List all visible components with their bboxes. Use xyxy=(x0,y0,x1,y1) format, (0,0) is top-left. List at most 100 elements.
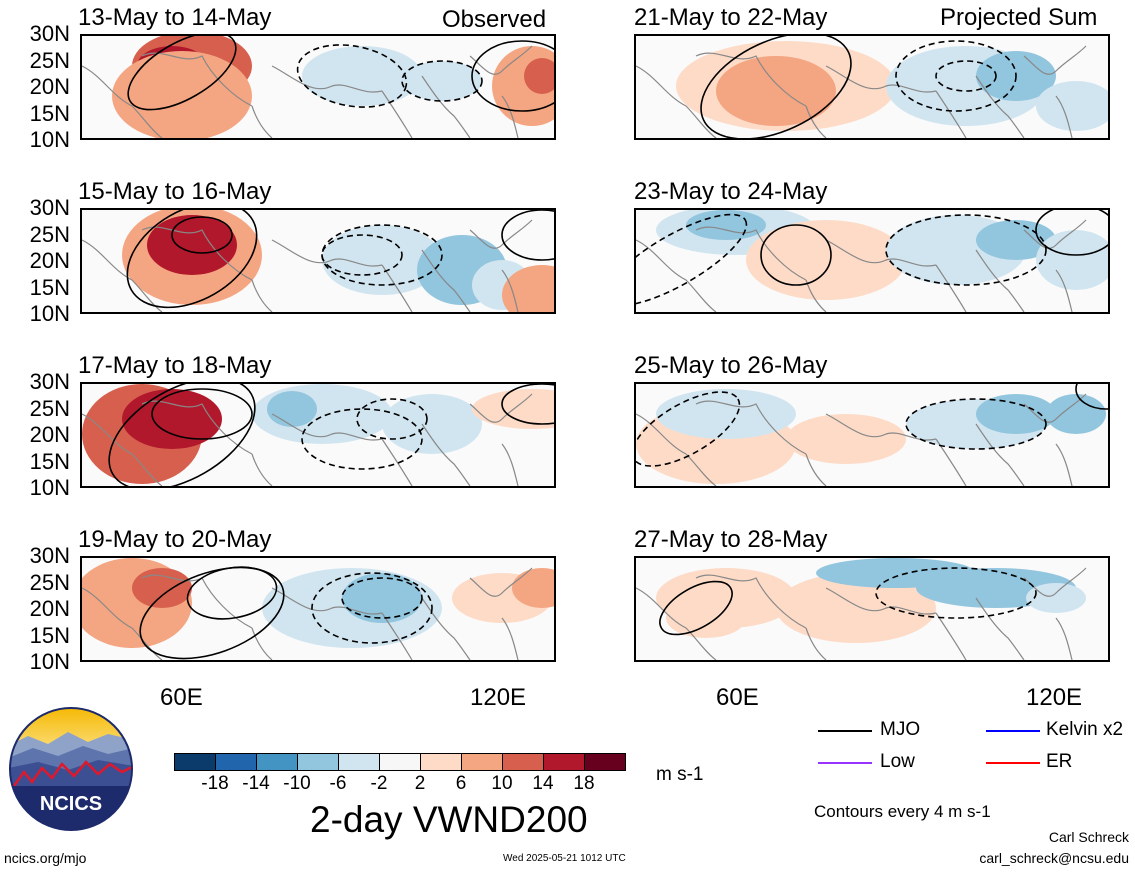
er-legend-line xyxy=(986,762,1040,764)
footer-url: ncics.org/mjo xyxy=(4,850,87,866)
y-tick-label: 15N xyxy=(29,100,70,126)
anomaly-shading xyxy=(382,394,482,454)
footer-email: carl_schreck@ncsu.edu xyxy=(979,850,1129,866)
coastline xyxy=(82,65,163,138)
positive-contour xyxy=(139,566,285,660)
map-panel xyxy=(80,556,556,662)
coastline xyxy=(975,597,1025,660)
coastline xyxy=(501,617,519,660)
colorbar-cell xyxy=(584,753,626,771)
coastline xyxy=(381,264,413,312)
low-legend-line xyxy=(818,762,872,764)
coastline xyxy=(141,52,253,107)
positive-contour xyxy=(1035,210,1108,256)
x-tick-label: 120E xyxy=(470,684,527,711)
coastline xyxy=(82,239,163,312)
logo-text: NCICS xyxy=(40,793,102,815)
negative-contour xyxy=(875,567,1037,619)
y-tick-label: 25N xyxy=(29,221,70,247)
coastline xyxy=(636,65,717,138)
positive-contour xyxy=(700,36,852,138)
positive-contour xyxy=(659,580,733,636)
negative-contour xyxy=(356,398,428,440)
y-tick-label: 20N xyxy=(29,422,70,447)
anomaly-shading xyxy=(656,389,796,439)
coastline xyxy=(805,627,827,660)
anomaly-shading xyxy=(786,414,906,464)
coastline xyxy=(1023,393,1087,423)
colorbar-label: -18 xyxy=(201,773,229,794)
panel-title: 23-May to 24-May xyxy=(634,178,828,205)
coastline xyxy=(1023,567,1087,597)
coastline xyxy=(935,90,967,138)
y-tick-label: 10N xyxy=(29,475,70,500)
colorbar-label: 2 xyxy=(414,773,426,794)
y-tick-label: 20N xyxy=(29,248,70,273)
coastline xyxy=(421,249,471,312)
positive-contour xyxy=(471,40,554,112)
coastline xyxy=(469,219,533,249)
coastline xyxy=(381,90,413,138)
panel-title: 25-May to 26-May xyxy=(634,352,828,379)
footer-author: Carl Schreck xyxy=(1048,829,1129,845)
map-panel xyxy=(80,382,556,488)
coastline xyxy=(381,438,413,486)
contours-note: Contours every 4 m s-1 xyxy=(814,802,991,821)
negative-contour xyxy=(885,214,1047,286)
colorbar-label: 10 xyxy=(491,773,513,794)
coastline xyxy=(825,587,937,615)
coastline xyxy=(469,393,533,423)
negative-contour xyxy=(321,224,443,286)
negative-contour xyxy=(905,398,1047,450)
negative-contour xyxy=(401,60,483,102)
coastline xyxy=(421,423,471,486)
positive-contour xyxy=(501,384,554,425)
coastline xyxy=(805,105,827,138)
coastline xyxy=(271,587,383,615)
map-panel xyxy=(634,208,1110,314)
coastline xyxy=(1055,617,1073,660)
footer-timestamp: Wed 2025-05-21 1012 UTC xyxy=(503,853,626,864)
mjo-legend-line xyxy=(818,730,872,732)
x-tick-label: 120E xyxy=(1026,684,1083,711)
coastline xyxy=(1055,269,1073,312)
coastline xyxy=(825,413,937,441)
panel-title: 27-May to 28-May xyxy=(634,526,828,553)
observed-header: Observed xyxy=(442,6,547,33)
coastline xyxy=(935,438,967,486)
y-tick-label: 25N xyxy=(29,395,70,421)
coastline xyxy=(975,249,1025,312)
coastline xyxy=(695,52,807,107)
colorbar-cell xyxy=(215,753,257,771)
coastline xyxy=(975,75,1025,138)
coastline xyxy=(695,400,807,455)
y-tick-label: 10N xyxy=(29,301,70,326)
anomaly-shading xyxy=(1026,583,1086,613)
legend-label: ER xyxy=(1046,751,1073,772)
anomaly-shading xyxy=(524,58,554,94)
anomaly-shading xyxy=(342,573,422,623)
colorbar-cell xyxy=(338,753,380,771)
anomaly-shading xyxy=(1036,230,1108,290)
coastline xyxy=(501,269,519,312)
y-tick-label: 30N xyxy=(29,21,70,46)
coastline xyxy=(251,627,273,660)
negative-contour xyxy=(301,408,423,470)
panel-title: 13-May to 14-May xyxy=(78,4,272,31)
panel-title: 15-May to 16-May xyxy=(78,178,272,205)
positive-contour xyxy=(1075,384,1108,410)
anomaly-shading xyxy=(147,215,237,275)
anomaly-shading xyxy=(402,61,482,101)
positive-contour xyxy=(186,566,278,620)
y-tick-label: 10N xyxy=(29,127,70,152)
colorbar-label: -2 xyxy=(370,773,388,794)
y-tick-label: 25N xyxy=(29,569,70,595)
positive-contour xyxy=(760,224,832,286)
coastline xyxy=(975,423,1025,486)
coastline xyxy=(141,400,253,455)
colorbar-cell xyxy=(174,753,216,771)
anomaly-shading xyxy=(1036,81,1108,131)
colorbar-label: 18 xyxy=(573,773,595,794)
y-tick-label: 20N xyxy=(29,74,70,99)
colorbar-label: -6 xyxy=(329,773,347,794)
